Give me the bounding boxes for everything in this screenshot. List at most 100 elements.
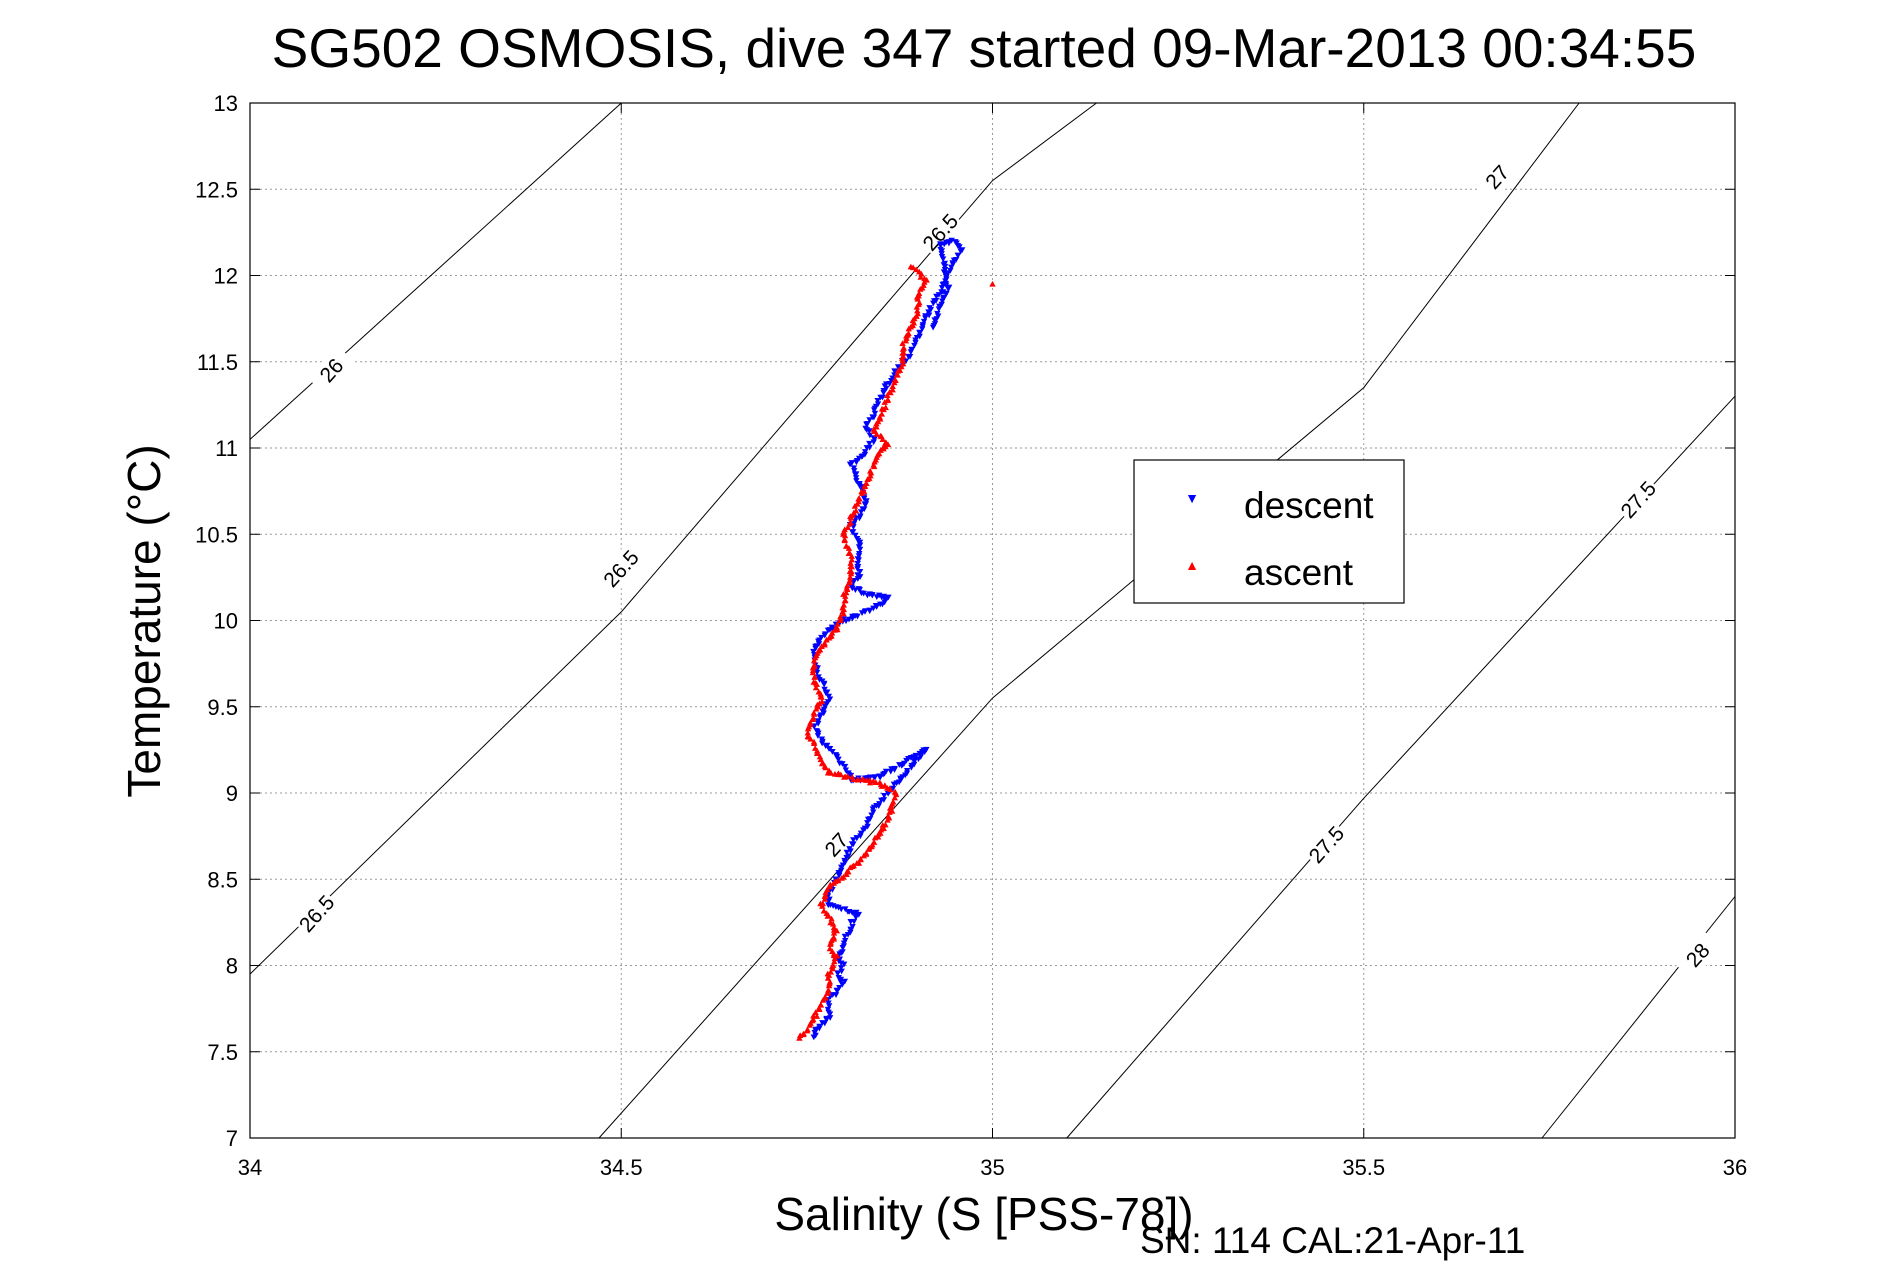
descent-point	[813, 728, 820, 734]
ascent-point	[896, 367, 904, 373]
descent-point	[836, 760, 843, 767]
descent-point	[879, 394, 886, 401]
descent-point	[939, 298, 946, 305]
ascent-point	[841, 536, 848, 543]
ascent-point	[914, 310, 921, 317]
descent-point	[823, 1015, 830, 1022]
ascent-point	[812, 1009, 819, 1016]
descent-point	[852, 475, 860, 481]
descent-point	[922, 313, 929, 319]
ascent-point	[845, 868, 852, 875]
ascent-point	[876, 413, 883, 420]
descent-point	[842, 767, 850, 774]
ascent-point	[847, 519, 854, 525]
descent-point	[870, 414, 878, 421]
descent-point	[850, 841, 857, 848]
descent-point	[835, 975, 842, 981]
descent-point	[904, 768, 911, 774]
chart-title: SG502 OSMOSIS, dive 347 started 09-Mar-2…	[272, 17, 1697, 79]
legend-box	[1133, 459, 1405, 604]
descent-point	[857, 833, 864, 840]
ascent-point	[880, 825, 887, 832]
descent-point	[942, 282, 950, 289]
ascent-point	[828, 632, 835, 639]
descent-point	[832, 752, 840, 758]
y-tick-label: 12	[214, 264, 238, 289]
ascent-point	[826, 945, 834, 952]
descent-point	[844, 908, 852, 915]
ascent-point	[816, 646, 824, 653]
descent-point	[834, 970, 841, 977]
descent-point	[866, 444, 873, 451]
y-tick-label: 11.5	[197, 350, 238, 375]
ascent-point	[894, 371, 901, 377]
data-points	[796, 237, 996, 1041]
descent-point	[825, 902, 832, 909]
descent-point	[854, 563, 862, 570]
ascent-point	[807, 719, 814, 726]
ascent-point	[810, 679, 817, 685]
descent-point	[854, 572, 861, 578]
descent-point	[880, 797, 888, 803]
ascent-point	[900, 344, 908, 351]
ascent-point	[891, 376, 899, 383]
x-tick-label: 34	[238, 1155, 262, 1180]
contour-label-bg	[1473, 152, 1522, 203]
ascent-point	[856, 495, 863, 502]
descent-point	[935, 292, 943, 298]
contour-line-26	[249, 102, 622, 440]
descent-point	[887, 768, 894, 775]
descent-point	[857, 513, 864, 520]
ascent-point	[819, 900, 827, 907]
descent-point	[931, 317, 938, 324]
contour-label-bg	[292, 888, 342, 939]
descent-point	[862, 608, 869, 614]
descent-point	[842, 938, 849, 944]
descent-point	[916, 750, 923, 757]
ascent-point	[831, 958, 838, 965]
ascent-point	[848, 556, 856, 563]
legend-label-ascent: ascent	[1244, 552, 1354, 593]
ascent-point	[855, 860, 863, 866]
descent-point	[864, 421, 871, 427]
y-tick-label: 8	[226, 954, 238, 979]
ascent-point	[847, 563, 854, 569]
descent-point	[910, 761, 918, 768]
ascent-point	[827, 881, 834, 888]
descent-point	[947, 267, 954, 274]
ascent-point	[907, 263, 915, 270]
x-tick-label: 36	[1723, 1155, 1747, 1180]
ascent-point	[817, 1001, 824, 1008]
descent-point	[871, 410, 879, 417]
ascent-point	[816, 753, 824, 760]
ascent-point	[877, 447, 884, 453]
descent-point	[821, 686, 828, 693]
ascent-point	[899, 350, 906, 356]
descent-point	[879, 771, 887, 778]
descent-point	[818, 736, 826, 743]
ascent-point	[857, 855, 864, 862]
ascent-point	[867, 472, 874, 479]
ascent-point	[811, 673, 819, 680]
contour-label-bg	[916, 207, 965, 258]
descent-point	[939, 256, 947, 263]
contour-label-bg	[1673, 930, 1723, 981]
descent-point	[866, 417, 873, 424]
descent-point	[825, 1003, 833, 1010]
ascent-point	[815, 1005, 823, 1011]
descent-point	[952, 239, 959, 245]
descent-point	[942, 291, 950, 298]
contour-label-bg	[1614, 474, 1663, 525]
ascent-point	[810, 657, 818, 664]
y-tick-label: 9.5	[207, 695, 238, 720]
ascent-point	[812, 745, 819, 751]
ascent-point	[828, 915, 835, 922]
ascent-point	[917, 273, 924, 280]
descent-point	[843, 849, 851, 856]
descent-point	[866, 440, 873, 447]
ascent-point	[884, 392, 891, 398]
y-axis-label: Temperature (°C)	[118, 444, 170, 797]
descent-point	[857, 830, 865, 837]
ascent-point	[810, 738, 818, 745]
descent-point	[824, 689, 831, 696]
